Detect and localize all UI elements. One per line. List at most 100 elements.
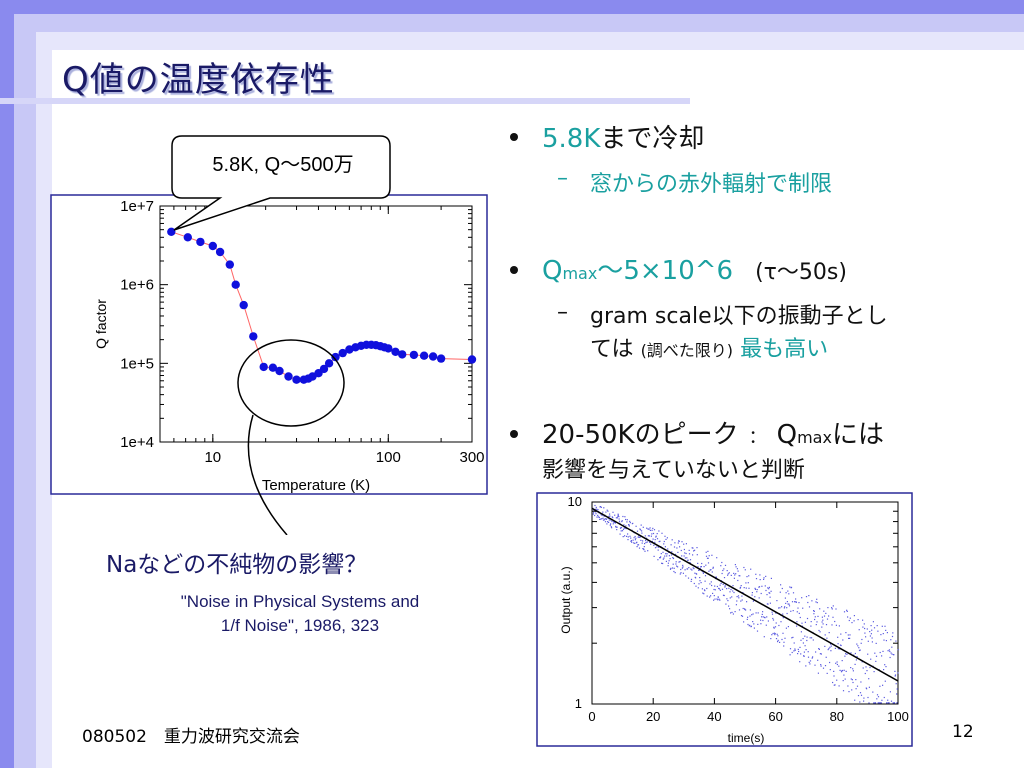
- chart2-noise-point: [689, 562, 691, 564]
- chart2-noise-point: [756, 589, 758, 591]
- chart2-noise-point: [689, 559, 692, 561]
- chart2-noise-point: [656, 546, 658, 548]
- chart2-noise-point: [637, 544, 639, 546]
- chart2-noise-point: [606, 509, 608, 511]
- chart2-noise-point: [597, 516, 599, 518]
- chart1-data-point: [215, 247, 225, 257]
- chart2-noise-point: [841, 669, 844, 672]
- chart2-noise-point: [633, 537, 635, 539]
- chart2-noise-point: [805, 596, 808, 598]
- chart2-noise-point: [623, 527, 625, 529]
- chart2-noise-point: [726, 588, 728, 590]
- chart2-noise-point: [616, 529, 618, 531]
- chart2-noise-point: [609, 513, 611, 515]
- chart2-noise-point: [845, 670, 847, 672]
- chart2-noise-point: [846, 653, 848, 655]
- chart2-noise-point: [765, 589, 767, 592]
- chart2-noise-point: [615, 525, 617, 527]
- bullet-1-dash: –: [557, 166, 568, 191]
- chart2-noise-point: [639, 529, 642, 531]
- chart2-noise-point: [674, 572, 676, 574]
- chart2-noise-point: [819, 631, 821, 633]
- chart2-noise-point: [656, 538, 659, 540]
- chart2-noise-point: [892, 632, 894, 634]
- chart2-noise-point: [643, 549, 645, 551]
- chart2-noise-point: [880, 634, 882, 636]
- chart2-noise-point: [811, 657, 813, 659]
- chart2-noise-point: [871, 637, 873, 639]
- chart2-noise-point: [610, 519, 612, 521]
- chart2-noise-point: [879, 685, 881, 687]
- chart2-noise-point: [851, 689, 853, 691]
- ringdown-chart: Output (a.u.) time(s) 0 20 40 60 80 100 1 10: [536, 492, 913, 747]
- chart2-noise-point: [614, 514, 616, 516]
- chart2-noise-point: [737, 579, 739, 582]
- chart2-noise-point: [758, 586, 761, 588]
- chart2-noise-point: [785, 602, 787, 604]
- chart2-noise-point: [677, 551, 679, 553]
- chart2-noise-point: [801, 622, 803, 624]
- chart2-noise-point: [649, 529, 651, 531]
- chart2-noise-point: [717, 599, 719, 601]
- chart2-noise-point: [888, 702, 890, 704]
- chart2-noise-point: [798, 612, 800, 614]
- chart2-noise-point: [650, 543, 652, 545]
- chart2-noise-point: [667, 562, 669, 564]
- chart2-noise-point: [674, 542, 676, 544]
- chart2-noise-point: [781, 638, 783, 641]
- chart2-noise-point: [679, 546, 681, 548]
- chart2-noise-point: [705, 564, 707, 566]
- chart2-noise-point: [707, 550, 709, 552]
- chart2-noise-point: [800, 653, 802, 655]
- chart2-noise-point: [727, 600, 729, 602]
- chart2-noise-point: [675, 553, 677, 555]
- chart2-noise-point: [827, 649, 829, 651]
- chart2-noise-point: [789, 586, 791, 588]
- chart2-noise-point: [612, 511, 614, 513]
- chart2-noise-point: [704, 580, 706, 582]
- chart2-noise-point: [741, 595, 743, 597]
- chart2-noise-point: [675, 561, 677, 563]
- chart2-noise-point: [653, 544, 655, 546]
- chart1-data-point: [419, 351, 429, 360]
- chart2-noise-point: [869, 635, 871, 637]
- chart2-noise-point: [787, 603, 789, 605]
- chart1-plot-area: [159, 205, 473, 443]
- chart2-noise-point: [622, 528, 625, 530]
- chart2-noise-point: [716, 557, 718, 559]
- chart2-noise-point: [596, 516, 598, 518]
- chart2-noise-point: [853, 615, 855, 617]
- chart2-noise-point: [636, 546, 638, 548]
- bullet-3-colon: ：: [748, 427, 767, 448]
- chart2-noise-point: [682, 564, 684, 566]
- chart2-noise-point: [706, 587, 708, 590]
- chart2-noise-point: [754, 596, 756, 598]
- chart2-noise-point: [706, 595, 708, 597]
- chart2-noise-point: [809, 660, 812, 662]
- chart2-noise-point: [672, 557, 674, 559]
- chart2-noise-point: [627, 536, 629, 538]
- chart2-noise-point: [806, 636, 808, 638]
- chart2-noise-point: [785, 592, 787, 594]
- chart2-noise-point: [626, 521, 628, 523]
- reference: "Noise in Physical Systems and 1/f Noise…: [140, 590, 460, 638]
- chart2-noise-point: [796, 611, 798, 613]
- chart2-noise-point: [767, 587, 769, 589]
- chart2-noise-point: [854, 663, 856, 665]
- chart2-noise-point: [651, 533, 653, 535]
- chart2-noise-point: [868, 678, 870, 680]
- chart2-noise-point: [770, 577, 772, 579]
- chart2-noise-point: [747, 582, 749, 584]
- chart2-noise-point: [597, 514, 599, 516]
- chart2-noise-point: [817, 672, 819, 674]
- chart2-noise-point: [630, 540, 632, 542]
- chart2-noise-point: [718, 588, 720, 590]
- chart2-noise-point: [751, 594, 753, 596]
- chart2-noise-point: [738, 597, 740, 599]
- chart2-noise-point: [828, 615, 830, 617]
- chart2-noise-point: [849, 637, 851, 639]
- chart2-noise-point: [815, 601, 817, 603]
- chart1-data-point: [324, 359, 334, 368]
- chart2-noise-point: [712, 566, 714, 568]
